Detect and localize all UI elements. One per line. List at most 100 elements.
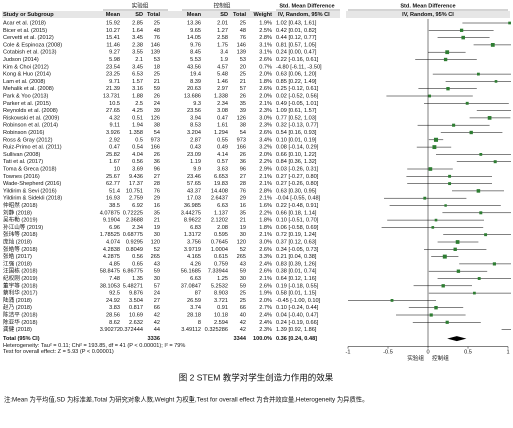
table-cell: 1.9 <box>220 57 228 63</box>
table-cell: 3.926 <box>106 130 120 136</box>
table-cell: 3.44275 <box>181 210 201 216</box>
table-cell: 26 <box>240 93 246 99</box>
total-diamond <box>447 336 467 342</box>
table-cell: 2.38 <box>132 42 143 48</box>
table-cell: 30 <box>240 232 246 238</box>
effect-square <box>469 130 473 135</box>
table-cell: 0.47 <box>109 145 120 151</box>
table-cell: 5.53 <box>190 57 201 63</box>
table-cell: 8.62 <box>109 320 120 326</box>
table-cell: 9.3 <box>193 101 201 107</box>
table-cell: 4.2838 <box>103 247 120 253</box>
table-cell: 9.1904 <box>103 218 120 224</box>
table-cell: 0.58 [0.01, 1.15] <box>276 291 317 297</box>
table-cell: 21 <box>154 218 160 224</box>
table-cell: 2.2% <box>259 210 272 216</box>
table-cell: 0.04 [-0.40, 0.47] <box>276 312 319 318</box>
table-cell: 57 <box>240 86 246 92</box>
table-cell: 19.83 <box>214 181 228 187</box>
table-cell: 9.9 <box>193 166 201 172</box>
table-cell: -0.04 [-0.55, 0.48] <box>276 196 321 202</box>
table-cell: 2.0% <box>259 152 272 158</box>
table-cell: 0.08 [-0.14, 0.29] <box>276 145 319 151</box>
table-cell: 28 <box>154 181 160 187</box>
table-cell: 25 <box>154 72 160 78</box>
table-cell: 5.2532 <box>211 283 228 289</box>
table-cell: 10.5 <box>109 101 120 107</box>
table-cell: 0.02 [-0.52, 0.56] <box>276 93 319 99</box>
effect-square <box>455 240 460 244</box>
table-cell: 6.92 <box>132 203 143 209</box>
table-cell: 1.9% <box>259 291 272 297</box>
table-cell: 2.0% <box>259 298 272 304</box>
study-name: 纪权刚 (2019) <box>3 274 38 282</box>
table-cell: 1.09 [0.61, 1.57] <box>276 108 317 114</box>
effect-square <box>473 291 476 295</box>
table-cell: 0.38 [0.01, 0.74] <box>276 269 317 275</box>
study-name: Ruiz-Primo et al. (2011) <box>3 145 62 151</box>
table-cell: 1.137 <box>214 210 228 216</box>
study-name: Cervetti et al. (2012) <box>3 35 54 41</box>
table-cell: 1.75 <box>217 42 228 48</box>
table-cell: 0.10 [0.01, 0.19] <box>276 137 317 143</box>
effect-square <box>441 284 445 288</box>
table-cell: 166 <box>151 145 160 151</box>
table-cell: 14.408 <box>211 188 228 194</box>
table-cell: 166 <box>237 145 246 151</box>
table-cell: 25.67 <box>106 174 120 180</box>
table-cell: 0.19 [-0.18, 0.55] <box>276 283 319 289</box>
study-name: Sullivan (2008) <box>3 152 40 158</box>
table-cell: 139 <box>237 50 246 56</box>
table-cell: 4.04 <box>132 152 143 158</box>
table-cell: 1.294 <box>214 130 228 136</box>
table-cell: 0.84 [0.36, 1.32] <box>276 159 317 165</box>
table-cell: 0.49 <box>217 145 228 151</box>
table-cell: 1.61 <box>217 123 228 129</box>
table-cell: 9.11 <box>110 123 120 129</box>
column-header: Mean <box>187 12 202 18</box>
column-header: SD <box>135 12 143 18</box>
table-cell: 26 <box>240 152 246 158</box>
table-cell: 1.39 [0.92, 1.86] <box>276 327 317 333</box>
table-cell: 17.37 <box>129 181 143 187</box>
effect-square <box>434 305 438 310</box>
group-header: 实验组 <box>132 1 149 9</box>
column-header: Total <box>147 12 160 18</box>
effect-square <box>492 262 496 266</box>
table-cell: 3.1% <box>259 50 272 56</box>
table-cell: 3.0% <box>259 239 272 245</box>
table-cell: 4.26 <box>190 261 201 267</box>
effect-square <box>442 254 447 259</box>
group-header: Std. Mean Difference <box>279 3 334 9</box>
table-cell: 1.25 <box>217 276 228 282</box>
table-cell: 52 <box>240 247 246 253</box>
table-cell: 2.3688 <box>126 218 143 224</box>
table-cell: 25 <box>240 291 246 297</box>
table-cell: 7.48 <box>109 276 120 282</box>
table-cell: 2.3% <box>259 108 272 114</box>
table-cell: 59 <box>154 86 160 92</box>
table-cell: 139 <box>151 50 160 56</box>
table-cell: 126 <box>237 115 246 121</box>
table-cell: 26 <box>154 93 160 99</box>
table-cell: 4.57 <box>217 64 228 70</box>
table-cell: 0.64 [0.12, 1.16] <box>276 276 317 282</box>
table-cell: 30 <box>154 232 160 238</box>
study-name: 孙江山等 (2019) <box>3 223 43 231</box>
table-cell: 3.63 <box>217 166 228 172</box>
table-cell: 10.18 <box>214 312 228 318</box>
table-cell: 35 <box>240 101 246 107</box>
table-cell: 59 <box>240 269 246 275</box>
table-cell: 1.358 <box>129 130 143 136</box>
study-name: Yildirim & Sevi (2016) <box>3 188 57 194</box>
overall-effect: Test for overall effect: Z = 5.93 (P < 0… <box>3 349 114 355</box>
table-cell: 1.3172 <box>184 232 201 238</box>
table-cell: 0.91 <box>217 305 228 311</box>
table-cell: 1.0004 <box>211 247 228 253</box>
table-cell: 37.0847 <box>181 283 201 289</box>
table-cell: 2.58 <box>217 35 228 41</box>
table-cell: 7.33944 <box>208 269 228 275</box>
table-cell: 76 <box>154 35 160 41</box>
effect-square <box>494 80 498 83</box>
